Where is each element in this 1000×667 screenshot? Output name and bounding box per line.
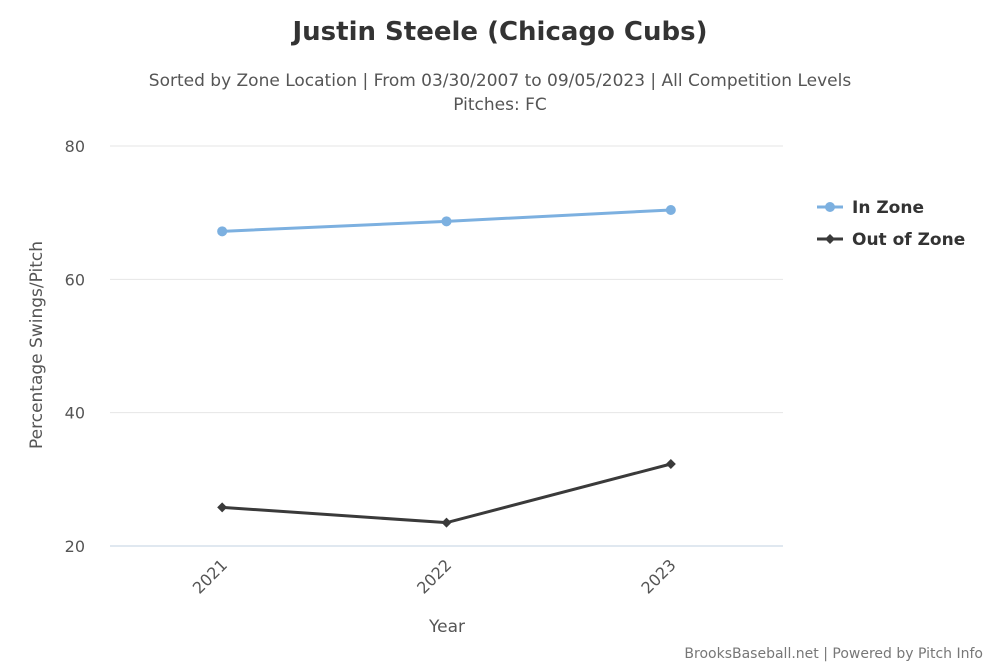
chart-subtitle: Sorted by Zone Location | From 03/30/200… [149,71,852,91]
y-tick-label-60: 60 [65,270,85,289]
legend-marker-0 [825,202,835,212]
y-axis-label: Percentage Swings/Pitch [27,241,47,449]
series-line-1 [222,462,672,525]
y-tick-label-20: 20 [65,537,85,556]
legend-item-1[interactable]: Out of Zone [852,230,965,250]
legend-marker-1 [825,234,835,244]
data-point-0-2021 [217,226,228,237]
y-tick-label-40: 40 [65,404,85,423]
legend-item-0[interactable]: In Zone [852,198,924,218]
x-tick-label-2022: 2022 [413,555,455,597]
credit-text[interactable]: BrooksBaseball.net | Powered by Pitch In… [684,646,983,662]
data-point-1-2023 [665,459,676,469]
data-point-1-2021 [217,502,228,513]
chart-title: Justin Steele (Chicago Cubs) [290,17,707,47]
chart-subtitle-pitches: Pitches: FC [453,95,546,115]
data-point-0-2023 [665,205,676,215]
data-point-1-2022 [441,517,452,528]
y-tick-label-80: 80 [65,137,85,156]
x-tick-label-2021: 2021 [189,555,231,597]
x-axis-label: Year [428,617,465,637]
data-point-0-2022 [441,216,452,227]
x-tick-label-2023: 2023 [637,555,679,597]
